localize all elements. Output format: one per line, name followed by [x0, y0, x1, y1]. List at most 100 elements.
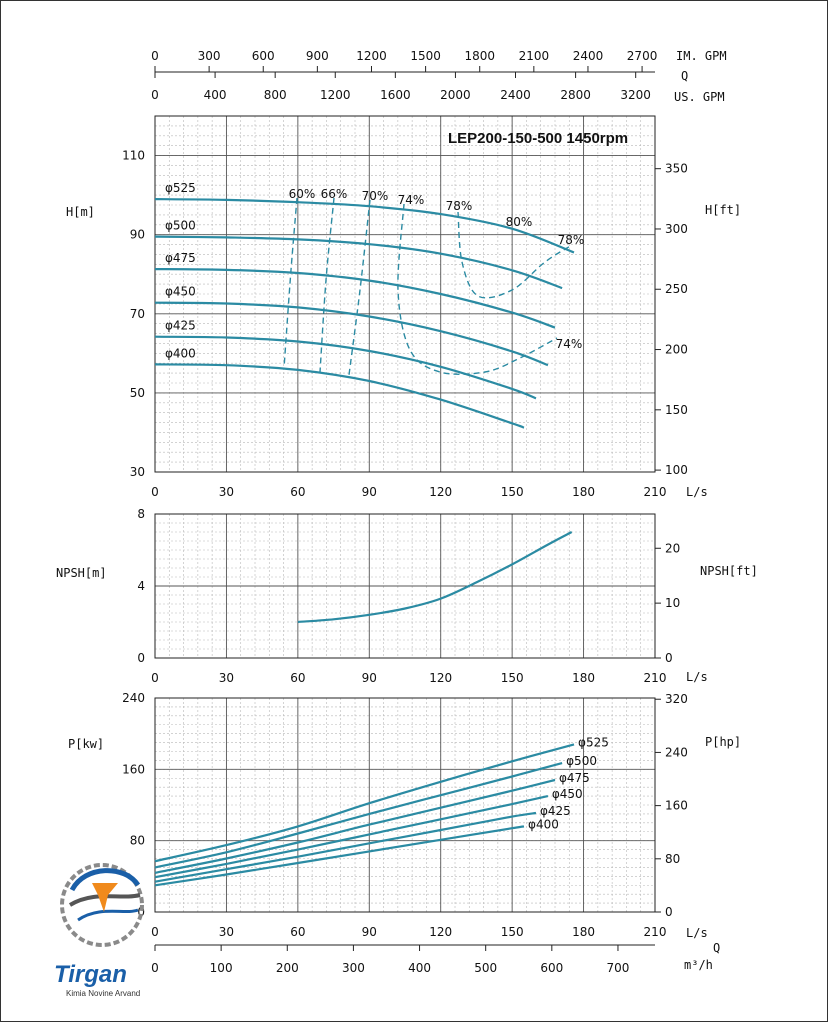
power-xlabel2: m³/h [684, 958, 713, 972]
x-tick-label: 30 [219, 485, 234, 499]
y2-tick-label: 0 [665, 651, 673, 665]
y-tick-label: 240 [122, 691, 145, 705]
x-tick-label: 30 [219, 671, 234, 685]
power-curve-2 [154, 778, 556, 874]
efficiency-line-3 [397, 203, 558, 375]
head-curve-0 [154, 198, 575, 254]
im-gpm-tick-label: 2700 [627, 49, 658, 63]
x-tick-label: 60 [290, 925, 305, 939]
x-tick-label: 210 [644, 925, 667, 939]
head-ylabel-right: H[ft] [705, 203, 741, 217]
x-tick-label: 120 [429, 925, 452, 939]
y-tick-label: 70 [130, 307, 145, 321]
y-tick-label: 160 [122, 762, 145, 776]
head-series-label: φ400 [165, 346, 196, 360]
m3h-tick-label: 100 [210, 961, 233, 975]
x-tick-label: 0 [151, 485, 159, 499]
y-tick-label: 4 [137, 579, 145, 593]
efficiency-label: 78% [446, 199, 473, 213]
efficiency-label: 80% [506, 215, 533, 229]
x-tick-label: 90 [362, 925, 377, 939]
chart-title: LEP200-150-500 1450rpm [448, 130, 628, 147]
x-tick-label: 120 [429, 671, 452, 685]
efficiency-line-2 [348, 199, 371, 376]
y2-tick-label: 0 [665, 905, 673, 919]
x-tick-label: 150 [501, 485, 524, 499]
x-tick-label: 30 [219, 925, 234, 939]
m3h-tick-label: 700 [607, 961, 630, 975]
head-curve-2 [154, 268, 556, 329]
power-ylabel-right: P[hp] [705, 735, 741, 749]
npsh-ylabel-right: NPSH[ft] [700, 564, 758, 578]
power-series-label: φ450 [552, 787, 583, 801]
y2-tick-label: 250 [665, 282, 688, 296]
x-tick-label: 150 [501, 925, 524, 939]
y-tick-label: 80 [130, 834, 145, 848]
y2-tick-label: 320 [665, 692, 688, 706]
im-gpm-tick-label: 1200 [356, 49, 387, 63]
y-tick-label: 30 [130, 465, 145, 479]
head-xlabel: L/s [686, 485, 708, 499]
power-q-label: Q [713, 941, 720, 955]
head-series-label: φ425 [165, 319, 196, 333]
y2-tick-label: 150 [665, 403, 688, 417]
efficiency-label: 74% [398, 193, 425, 207]
im-gpm-tick-label: 1800 [464, 49, 495, 63]
y-tick-label: 110 [122, 149, 145, 163]
top-axis-q-label: Q [681, 69, 688, 83]
y2-tick-label: 350 [665, 162, 688, 176]
npsh-curve [297, 531, 573, 624]
x-tick-label: 0 [151, 671, 159, 685]
efficiency-label: 60% [289, 187, 316, 201]
us-gpm-tick-label: 3200 [620, 88, 651, 102]
im-gpm-tick-label: 0 [151, 49, 159, 63]
x-tick-label: 180 [572, 485, 595, 499]
y2-tick-label: 20 [665, 541, 680, 555]
im-gpm-tick-label: 1500 [410, 49, 441, 63]
x-tick-label: 60 [290, 671, 305, 685]
x-tick-label: 90 [362, 485, 377, 499]
y-tick-label: 50 [130, 386, 145, 400]
power-curve-1 [154, 762, 563, 869]
head-series-label: φ500 [165, 219, 196, 233]
head-curve-5 [154, 363, 525, 429]
efficiency-label: 78% [558, 233, 585, 247]
y2-tick-label: 160 [665, 799, 688, 813]
power-series-label: φ525 [578, 735, 609, 749]
y-tick-label: 8 [137, 507, 145, 521]
us-gpm-tick-label: 2400 [500, 88, 531, 102]
im-gpm-tick-label: 2400 [573, 49, 604, 63]
logo-name: Tirgan [54, 961, 127, 988]
power-curve-5 [154, 825, 525, 887]
head-ylabel-left: H[m] [66, 205, 95, 219]
im-gpm-tick-label: 2100 [519, 49, 550, 63]
power-curve-4 [154, 811, 537, 883]
efficiency-line-4 [457, 211, 573, 299]
efficiency-label: 74% [556, 337, 583, 351]
us-gpm-tick-label: 2000 [440, 88, 471, 102]
y2-tick-label: 100 [665, 463, 688, 477]
head-series-label: φ450 [165, 285, 196, 299]
us-gpm-tick-label: 400 [204, 88, 227, 102]
y-tick-label: 90 [130, 228, 145, 242]
power-curve-3 [154, 795, 549, 879]
efficiency-label: 70% [362, 189, 389, 203]
y2-tick-label: 300 [665, 222, 688, 236]
us-gpm-tick-label: 0 [151, 88, 159, 102]
y-tick-label: 0 [137, 905, 145, 919]
power-series-label: φ425 [540, 804, 571, 818]
top-axis-im-label: IM. GPM [676, 49, 727, 63]
x-tick-label: 210 [644, 671, 667, 685]
y2-tick-label: 80 [665, 852, 680, 866]
power-series-label: φ475 [559, 771, 590, 785]
top-axis-us-label: US. GPM [674, 90, 725, 104]
y2-tick-label: 240 [665, 745, 688, 759]
power-xlabel: L/s [686, 926, 708, 940]
head-curve-3 [154, 301, 549, 367]
npsh-ylabel-left: NPSH[m] [56, 566, 107, 580]
m3h-tick-label: 300 [342, 961, 365, 975]
us-gpm-tick-label: 1200 [320, 88, 351, 102]
power-series-label: φ400 [528, 817, 559, 831]
x-tick-label: 180 [572, 671, 595, 685]
